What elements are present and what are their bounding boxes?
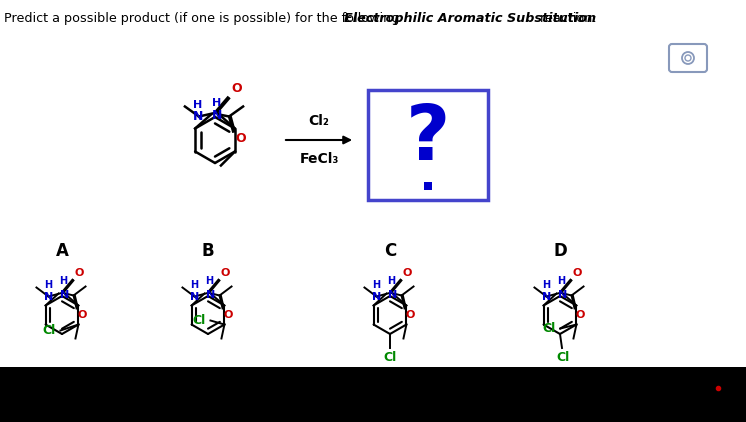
Text: N: N — [542, 292, 551, 303]
Text: H: H — [387, 276, 395, 287]
Circle shape — [682, 52, 694, 64]
Text: H: H — [206, 276, 213, 287]
Text: H: H — [60, 276, 68, 287]
Text: Cl: Cl — [192, 314, 205, 327]
Text: N: N — [60, 289, 69, 300]
Text: H: H — [190, 279, 198, 289]
Text: Cl₂: Cl₂ — [309, 114, 330, 128]
Text: O: O — [221, 268, 230, 279]
Text: O: O — [231, 82, 242, 95]
Text: N: N — [44, 292, 53, 303]
Text: H: H — [557, 276, 565, 287]
Text: Cl: Cl — [43, 324, 55, 337]
Text: FeCl₃: FeCl₃ — [299, 152, 339, 166]
Text: O: O — [224, 309, 233, 319]
Text: H: H — [45, 279, 52, 289]
Bar — [0, 367, 746, 422]
Text: O: O — [402, 268, 412, 279]
Text: O: O — [75, 268, 84, 279]
Text: H: H — [212, 97, 222, 108]
Bar — [368, 90, 488, 200]
Text: H: H — [542, 279, 551, 289]
Text: A: A — [55, 242, 69, 260]
Text: O: O — [576, 309, 585, 319]
Text: O: O — [406, 309, 415, 319]
Text: O: O — [572, 268, 582, 279]
Text: B: B — [201, 242, 214, 260]
Circle shape — [685, 55, 691, 61]
Text: C: C — [384, 242, 396, 260]
Text: Cl: Cl — [383, 351, 397, 364]
Text: H: H — [372, 279, 380, 289]
Text: N: N — [557, 289, 567, 300]
Text: Cl: Cl — [557, 351, 570, 364]
Text: D: D — [553, 242, 567, 260]
Text: ?: ? — [406, 102, 450, 176]
Text: reaction:: reaction: — [536, 12, 597, 25]
Bar — [424, 182, 432, 190]
Text: Predict a possible product (if one is possible) for the following: Predict a possible product (if one is po… — [4, 12, 404, 25]
Text: N: N — [372, 292, 381, 303]
Text: Cl: Cl — [542, 322, 556, 335]
Text: Electrophilic Aromatic Substitution: Electrophilic Aromatic Substitution — [344, 12, 596, 25]
Text: N: N — [387, 289, 397, 300]
FancyBboxPatch shape — [669, 44, 707, 72]
Text: H: H — [193, 100, 203, 109]
Text: O: O — [78, 309, 87, 319]
Text: N: N — [212, 109, 222, 122]
Text: N: N — [189, 292, 199, 303]
Text: N: N — [206, 289, 215, 300]
Text: O: O — [235, 133, 245, 146]
Text: N: N — [192, 110, 203, 123]
